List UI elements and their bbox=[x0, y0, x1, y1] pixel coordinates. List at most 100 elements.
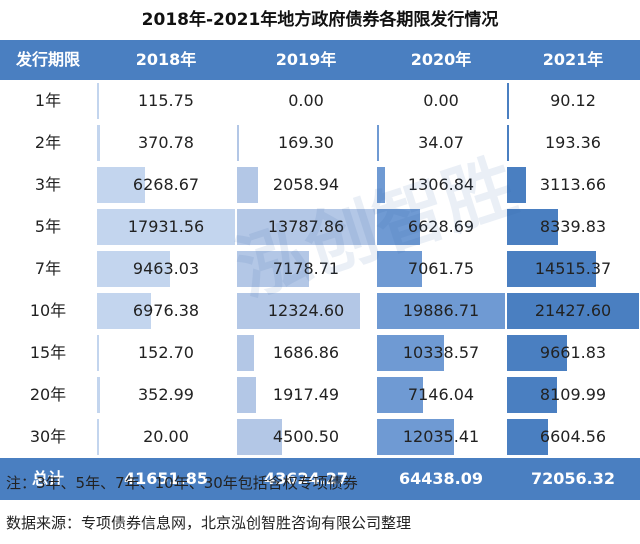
data-bar bbox=[507, 251, 597, 287]
value-cell: 3113.66 bbox=[506, 164, 640, 206]
value-cell: 34.07 bbox=[376, 122, 506, 164]
data-value-label: 12035.41 bbox=[402, 427, 480, 446]
data-value-label: 4500.50 bbox=[272, 427, 340, 446]
data-value-label: 2058.94 bbox=[272, 175, 340, 194]
data-bar bbox=[507, 167, 527, 203]
data-value-label: 3113.66 bbox=[539, 175, 607, 194]
data-value-label: 352.99 bbox=[138, 385, 194, 404]
value-cell: 1686.86 bbox=[236, 332, 376, 374]
term-label: 30年 bbox=[29, 427, 67, 446]
value-cell: 370.78 bbox=[96, 122, 236, 164]
data-bar bbox=[97, 419, 99, 455]
data-bar bbox=[377, 293, 505, 329]
data-bar bbox=[507, 419, 548, 455]
data-bar bbox=[97, 83, 99, 119]
value-cell: 20.00 bbox=[96, 416, 236, 458]
table-row: 1年 115.75 0.00 0.00 90.12 bbox=[0, 80, 640, 122]
data-bar bbox=[97, 125, 100, 161]
total-value: 72056.32 bbox=[530, 469, 615, 488]
value-cell: 8339.83 bbox=[506, 206, 640, 248]
value-cell: 6604.56 bbox=[506, 416, 640, 458]
value-cell: 7146.04 bbox=[376, 374, 506, 416]
data-bar bbox=[237, 419, 283, 455]
header-row: 发行期限 2018年 2019年 2020年 2021年 bbox=[0, 40, 640, 80]
data-value-label: 7146.04 bbox=[407, 385, 475, 404]
term-label: 1年 bbox=[34, 91, 62, 110]
data-value-label: 21427.60 bbox=[534, 301, 612, 320]
total-label: 总计 bbox=[31, 469, 64, 488]
data-bar bbox=[97, 251, 170, 287]
header-cell: 2018年 bbox=[135, 50, 197, 69]
data-value-label: 9661.83 bbox=[539, 343, 607, 362]
data-bar bbox=[507, 335, 567, 371]
data-bar bbox=[507, 293, 639, 329]
value-cell: 1306.84 bbox=[376, 164, 506, 206]
data-value-label: 370.78 bbox=[138, 133, 194, 152]
value-cell: 12324.60 bbox=[236, 290, 376, 332]
value-cell: 115.75 bbox=[96, 80, 236, 122]
term-label: 10年 bbox=[29, 301, 67, 320]
data-value-label: 6976.38 bbox=[132, 301, 200, 320]
data-bar bbox=[237, 209, 375, 245]
data-bar bbox=[97, 167, 146, 203]
data-bar bbox=[377, 167, 386, 203]
value-cell: 6976.38 bbox=[96, 290, 236, 332]
data-bar bbox=[237, 377, 257, 413]
header-cell: 发行期限 bbox=[15, 50, 80, 69]
value-cell: 6628.69 bbox=[376, 206, 506, 248]
value-cell: 0.00 bbox=[236, 80, 376, 122]
value-cell: 1917.49 bbox=[236, 374, 376, 416]
value-cell: 9661.83 bbox=[506, 332, 640, 374]
data-value-label: 13787.86 bbox=[267, 217, 345, 236]
term-label: 20年 bbox=[29, 385, 67, 404]
data-value-label: 0.00 bbox=[288, 91, 324, 110]
value-cell: 2058.94 bbox=[236, 164, 376, 206]
value-cell: 17931.56 bbox=[96, 206, 236, 248]
header-cell: 2019年 bbox=[275, 50, 337, 69]
data-bar bbox=[377, 335, 444, 371]
table-row: 2年 370.78 169.30 34.07 193.36 bbox=[0, 122, 640, 164]
value-cell: 21427.60 bbox=[506, 290, 640, 332]
value-cell: 7178.71 bbox=[236, 248, 376, 290]
value-cell: 0.00 bbox=[376, 80, 506, 122]
data-bar bbox=[377, 251, 423, 287]
data-value-label: 1306.84 bbox=[407, 175, 475, 194]
value-cell: 6268.67 bbox=[96, 164, 236, 206]
data-value-label: 14515.37 bbox=[534, 259, 612, 278]
value-cell: 90.12 bbox=[506, 80, 640, 122]
data-bar bbox=[377, 377, 423, 413]
data-value-label: 90.12 bbox=[550, 91, 596, 110]
term-label: 5年 bbox=[34, 217, 62, 236]
table-title: 2018年-2021年地方政府债券各期限发行情况 bbox=[141, 10, 499, 30]
table-row: 3年 6268.67 2058.94 1306.84 3113.66 bbox=[0, 164, 640, 206]
value-cell: 8109.99 bbox=[506, 374, 640, 416]
term-label: 2年 bbox=[34, 133, 62, 152]
data-value-label: 20.00 bbox=[143, 427, 189, 446]
data-value-label: 1686.86 bbox=[272, 343, 340, 362]
value-cell: 12035.41 bbox=[376, 416, 506, 458]
table-row: 7年 9463.03 7178.71 7061.75 14515.37 bbox=[0, 248, 640, 290]
table-row: 15年 152.70 1686.86 10338.57 9661.83 bbox=[0, 332, 640, 374]
source-note: 数据来源：专项债券信息网，北京泓创智胜咨询有限公司整理 bbox=[6, 514, 412, 532]
total-value: 64438.09 bbox=[398, 469, 483, 488]
value-cell: 10338.57 bbox=[376, 332, 506, 374]
data-value-label: 17931.56 bbox=[127, 217, 205, 236]
value-cell: 19886.71 bbox=[376, 290, 506, 332]
data-bar bbox=[97, 377, 100, 413]
data-bar bbox=[237, 125, 239, 161]
data-bar bbox=[507, 209, 559, 245]
data-bar bbox=[97, 335, 99, 371]
value-cell: 169.30 bbox=[236, 122, 376, 164]
table-row: 30年 20.00 4500.50 12035.41 6604.56 bbox=[0, 416, 640, 458]
data-bar bbox=[237, 251, 309, 287]
data-value-label: 7178.71 bbox=[272, 259, 340, 278]
data-value-label: 115.75 bbox=[138, 91, 194, 110]
data-value-label: 0.00 bbox=[423, 91, 459, 110]
data-bar bbox=[97, 293, 151, 329]
data-value-label: 9463.03 bbox=[132, 259, 200, 278]
value-cell: 4500.50 bbox=[236, 416, 376, 458]
data-bar bbox=[377, 419, 455, 455]
data-value-label: 6268.67 bbox=[132, 175, 200, 194]
data-value-label: 12324.60 bbox=[267, 301, 345, 320]
value-cell: 193.36 bbox=[506, 122, 640, 164]
